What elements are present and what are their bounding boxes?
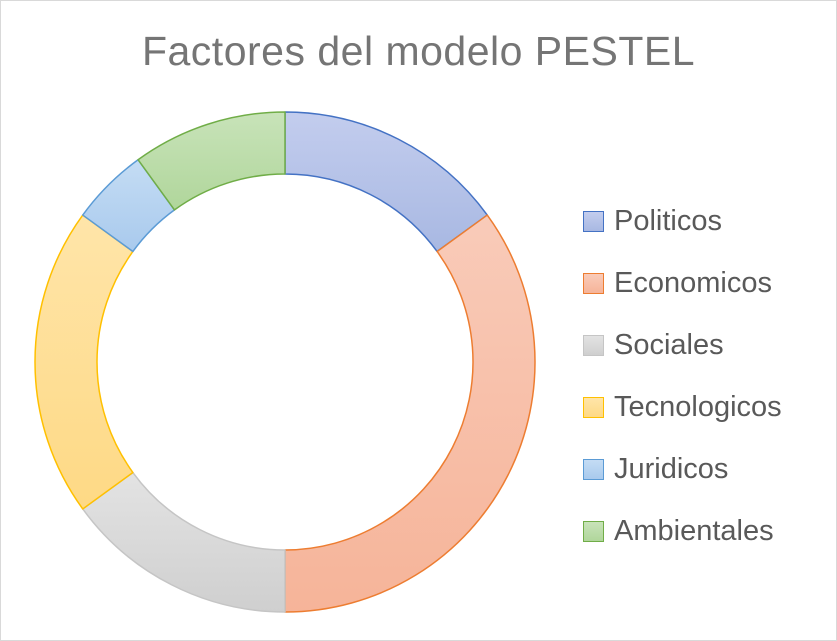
legend-item-sociales: Sociales [583, 314, 782, 376]
slice-economicos [284, 214, 536, 613]
legend-label-ambientales: Ambientales [614, 514, 774, 547]
legend-label-sociales: Sociales [614, 328, 724, 361]
legend-swatch-ambientales [583, 520, 604, 542]
slice-ambientales [137, 111, 286, 211]
legend-item-tecnologicos: Tecnologicos [583, 376, 782, 438]
legend-label-tecnologicos: Tecnologicos [614, 390, 782, 423]
legend-item-politicos: Politicos [583, 190, 782, 252]
legend-label-economicos: Economicos [614, 266, 772, 299]
slice-sociales [81, 471, 286, 613]
legend-label-politicos: Politicos [614, 204, 722, 237]
legend-swatch-tecnologicos [583, 396, 604, 418]
legend-item-economicos: Economicos [583, 252, 782, 314]
legend-swatch-juridicos [583, 458, 604, 480]
slice-politicos [284, 111, 489, 253]
slice-tecnologicos [34, 214, 134, 510]
chart-legend: Politicos Economicos Sociales Tecnologicos J… [583, 190, 782, 562]
legend-item-ambientales: Ambientales [583, 500, 782, 562]
legend-label-juridicos: Juridicos [614, 452, 729, 485]
legend-swatch-politicos [583, 210, 604, 232]
legend-swatch-economicos [583, 272, 604, 294]
legend-swatch-sociales [583, 334, 604, 356]
chart-title: Factores del modelo PESTEL [141, 28, 696, 74]
legend-item-juridicos: Juridicos [583, 438, 782, 500]
